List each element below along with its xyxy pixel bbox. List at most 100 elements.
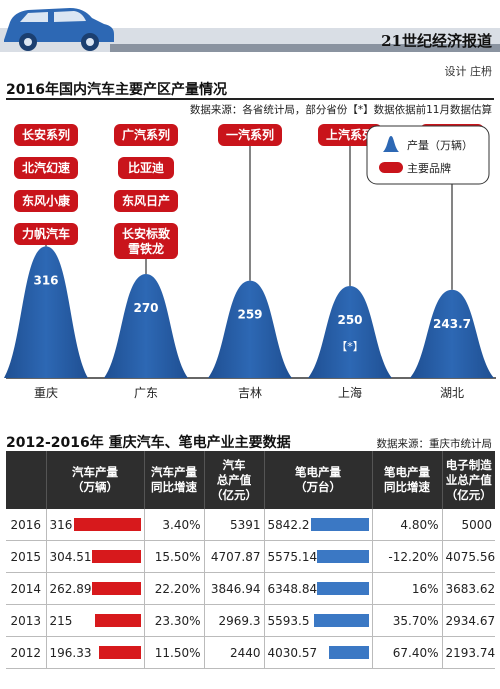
car-output-cell: 215 bbox=[46, 604, 145, 637]
laptop-output-cell: 4030.57 bbox=[264, 636, 373, 669]
table-header-text: 笔电产量 bbox=[295, 465, 341, 479]
category-label: 湖北 bbox=[440, 385, 464, 400]
table-header-text: （万台） bbox=[295, 480, 341, 494]
laptop-output-value: 5575.14 bbox=[267, 549, 318, 564]
table-row: 2014 262.89 22.20% 3846.94 6348.84 16% 3683.62 bbox=[6, 572, 495, 605]
laptop-growth-cell: 16% bbox=[372, 572, 443, 605]
table-row: 2012 196.33 11.50% 2440 4030.57 67.40% 2193.74 bbox=[6, 636, 495, 669]
masthead bbox=[0, 0, 500, 52]
brand-label: 东风日产 bbox=[122, 193, 170, 208]
laptop-growth-cell: 4.80% bbox=[372, 509, 443, 541]
production-value-label: 316 bbox=[33, 273, 58, 287]
year-cell: 2016 bbox=[6, 509, 47, 541]
legend-production-label: 产量（万辆） bbox=[407, 138, 473, 152]
car-growth-value: 11.50% bbox=[154, 645, 201, 660]
production-value-label: 259 bbox=[237, 308, 262, 322]
laptop-growth-value: 4.80% bbox=[400, 517, 439, 532]
laptop-growth-value: 67.40% bbox=[392, 645, 439, 660]
year-value: 2014 bbox=[10, 581, 42, 596]
laptop-output-value: 6348.84 bbox=[267, 581, 318, 596]
car-growth-value: 15.50% bbox=[154, 549, 201, 564]
chongqing-data-table: 汽车产量 （万辆） 汽车产量 同比增速 汽车 总产值 （亿元） 笔电产量 （万台） 笔电产量 同比增… bbox=[6, 451, 495, 669]
car-growth-cell: 11.50% bbox=[144, 636, 205, 669]
table-row: 2013 215 23.30% 2969.3 5593.5 35.70% 2934.67 bbox=[6, 604, 496, 637]
car-output-value: 215 bbox=[49, 613, 73, 628]
brand-tag: 比亚迪 bbox=[118, 157, 174, 179]
legend-brand-swatch bbox=[379, 162, 403, 173]
car-growth-cell: 15.50% bbox=[144, 540, 205, 573]
year-cell: 2012 bbox=[6, 636, 47, 669]
car-value-cell: 3846.94 bbox=[204, 572, 265, 605]
production-value-label: 250 bbox=[337, 313, 362, 327]
table-header-text: 同比增速 bbox=[384, 480, 430, 494]
laptop-output-value: 5842.2 bbox=[267, 517, 310, 532]
category-label: 上海 bbox=[338, 385, 362, 400]
brand-label: 长安标致 bbox=[122, 226, 171, 241]
laptop-output-cell: 6348.84 bbox=[264, 572, 373, 605]
brand-label: 北汽幻速 bbox=[22, 160, 70, 175]
laptop-output-value: 5593.5 bbox=[267, 613, 310, 628]
car-growth-value: 3.40% bbox=[162, 517, 201, 532]
estimate-mark: 【*】 bbox=[336, 340, 364, 353]
car-output-value: 316 bbox=[49, 517, 73, 532]
car-output-bar bbox=[94, 614, 141, 627]
car-output-cell: 316 bbox=[46, 509, 145, 541]
laptop-growth-cell: 35.70% bbox=[372, 604, 443, 637]
car-value-value: 3846.94 bbox=[210, 581, 261, 596]
section2-source: 数据来源：重庆市统计局 bbox=[376, 438, 493, 450]
section2-title: 2012-2016年 重庆汽车、笔电产业主要数据 bbox=[6, 435, 291, 451]
year-cell: 2014 bbox=[6, 572, 47, 605]
car-growth-cell: 3.40% bbox=[144, 509, 205, 541]
table-header-text: 总产值 bbox=[216, 472, 252, 487]
car-output-bar bbox=[91, 550, 141, 563]
brand-label: 力帆汽车 bbox=[22, 226, 70, 241]
table-header-text: （万辆） bbox=[72, 480, 118, 494]
production-bar-2 bbox=[208, 280, 292, 378]
table-header-cell: 汽车产量 同比增速 bbox=[144, 451, 205, 509]
brand-tag: 东风日产 bbox=[114, 190, 178, 212]
year-value: 2013 bbox=[10, 613, 42, 628]
electronics-value-cell: 4075.56 bbox=[442, 540, 496, 573]
table-row: 2016 316 3.40% 5391 5842.2 4.80% 5000 bbox=[6, 509, 495, 541]
table-header-text: 同比增速 bbox=[151, 480, 197, 494]
table-header-cell: 笔电产量 （万台） bbox=[264, 451, 373, 509]
table-row: 2015 304.51 15.50% 4707.87 5575.14 -12.20% 407… bbox=[6, 540, 496, 573]
newspaper-name: 21世纪经济报道 bbox=[381, 32, 492, 50]
category-label: 吉林 bbox=[238, 386, 262, 400]
car-growth-cell: 23.30% bbox=[144, 604, 205, 637]
production-bar-1 bbox=[104, 274, 188, 378]
brand-tag: 一汽系列 bbox=[218, 124, 282, 146]
brand-label: 一汽系列 bbox=[226, 127, 274, 142]
car-value-value: 5391 bbox=[229, 517, 261, 532]
table-header-cell: 汽车产量 （万辆） bbox=[46, 451, 145, 509]
brand-tag: 广汽系列 bbox=[114, 124, 178, 146]
year-cell: 2015 bbox=[6, 540, 47, 573]
laptop-output-value: 4030.57 bbox=[267, 645, 318, 660]
table-header-text: 汽车产量 bbox=[72, 465, 118, 479]
car-output-cell: 262.89 bbox=[46, 572, 145, 605]
electronics-value-value: 2934.67 bbox=[445, 613, 496, 628]
section1-rule bbox=[6, 98, 494, 100]
brand-tag: 北汽幻速 bbox=[14, 157, 78, 179]
laptop-output-bar bbox=[317, 550, 369, 563]
car-value-cell: 2969.3 bbox=[204, 604, 265, 637]
car-value-cell: 2440 bbox=[204, 636, 265, 669]
section1-source: 数据来源：各省统计局，部分省份【*】数据依据前11月数据估算 bbox=[189, 104, 492, 116]
year-value: 2016 bbox=[10, 517, 42, 532]
electronics-value-cell: 5000 bbox=[442, 509, 495, 541]
brand-tag: 上汽系列 bbox=[318, 124, 382, 146]
table-header-text: （亿元） bbox=[211, 487, 257, 502]
production-value-label: 243.7 bbox=[433, 317, 471, 331]
laptop-output-bar bbox=[328, 646, 369, 659]
table-header-row: 汽车产量 （万辆） 汽车产量 同比增速 汽车 总产值 （亿元） 笔电产量 （万台） 笔电产量 同比增… bbox=[6, 451, 495, 509]
electronics-value-value: 4075.56 bbox=[445, 549, 496, 564]
chart-legend: 产量（万辆） 主要品牌 bbox=[366, 125, 490, 185]
laptop-growth-cell: 67.40% bbox=[372, 636, 443, 669]
laptop-output-bar bbox=[313, 614, 369, 627]
laptop-output-bar bbox=[310, 518, 369, 531]
table-header-text: 业总产值 bbox=[445, 472, 492, 487]
table-header-cell: 笔电产量 同比增速 bbox=[372, 451, 443, 509]
brand-label: 比亚迪 bbox=[128, 160, 164, 175]
